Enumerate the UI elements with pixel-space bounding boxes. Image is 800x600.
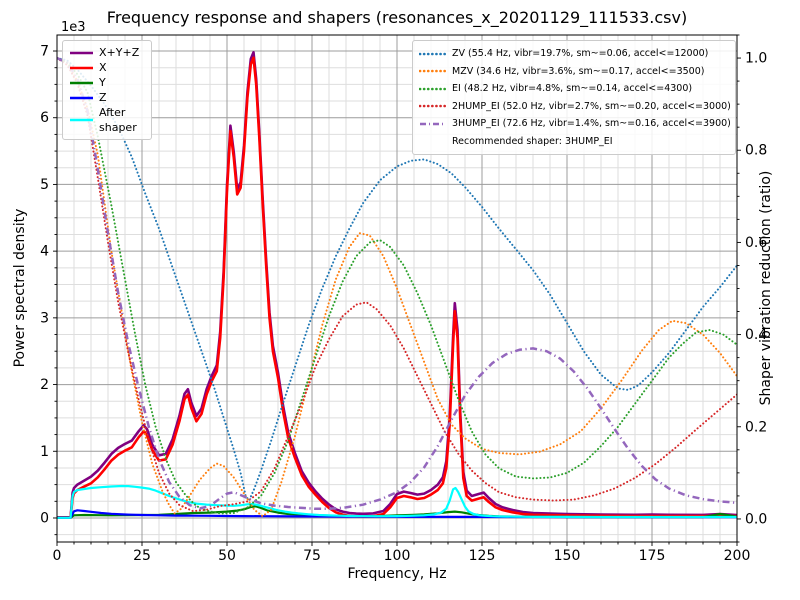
x-tick-label: 0 <box>53 548 62 564</box>
legend-swatch <box>419 87 447 91</box>
left-tick-label: 0 <box>40 510 49 526</box>
2hump-ei-curve <box>57 57 737 513</box>
x-tick-label: 200 <box>724 548 751 564</box>
legend-item-0: X+Y+Z <box>69 45 145 60</box>
legend-swatch <box>70 118 93 122</box>
right-axis-label: Shaper vibration reduction (ratio) <box>758 170 774 406</box>
left-tick-label: 7 <box>40 44 49 60</box>
left-tick-label: 6 <box>40 110 49 126</box>
right-tick-label: 0.2 <box>745 419 767 435</box>
legend-label: X <box>99 61 107 74</box>
legend-item-3: Z <box>69 90 145 105</box>
x-tick-label: 50 <box>218 548 236 564</box>
legend-swatch <box>70 51 93 54</box>
legend-label: 2HUMP_EI (52.0 Hz, vibr=2.7%, sm~=0.20, … <box>452 100 731 112</box>
left-tick-label: 1 <box>40 444 49 460</box>
legend-label: X+Y+Z <box>99 46 140 59</box>
tick-labels: 0 25 50 75 100 125 150 175 200 0 1 2 3 4 5 6 7 0.0 0.2 0.4 0… <box>40 44 767 564</box>
axis-ticks <box>53 34 741 546</box>
series-legend: X+Y+Z X Y Z After shaper <box>62 40 152 140</box>
legend-label: Y <box>99 76 106 89</box>
z-curve <box>57 509 737 519</box>
right-tick-label: 0.6 <box>745 235 767 251</box>
legend-swatch <box>70 81 93 84</box>
left-tick-label: 3 <box>40 310 49 326</box>
legend-label: After shaper <box>99 106 137 134</box>
right-tick-label: 0.4 <box>745 327 767 343</box>
legend-label: ZV (55.4 Hz, vibr=19.7%, sm~=0.06, accel… <box>452 48 709 59</box>
x-tick-label: 150 <box>554 548 581 564</box>
right-tick-label: 0.8 <box>745 143 767 159</box>
legend-swatch <box>70 66 93 69</box>
x-tick-label: 125 <box>469 548 496 564</box>
right-tick-label: 0.0 <box>745 511 767 527</box>
mzv-curve <box>57 57 737 518</box>
x-tick-label: 25 <box>133 548 151 564</box>
x-tick-label: 175 <box>639 548 666 564</box>
legend-swatch <box>419 69 447 73</box>
zv-curve <box>57 57 737 502</box>
legend-item-0: ZV (55.4 Hz, vibr=19.7%, sm~=0.06, accel… <box>419 45 729 63</box>
shaper-legend: ZV (55.4 Hz, vibr=19.7%, sm~=0.06, accel… <box>412 40 736 155</box>
x-tick-label: 75 <box>303 548 321 564</box>
legend-item-3: 2HUMP_EI (52.0 Hz, vibr=2.7%, sm~=0.20, … <box>419 98 731 116</box>
after-shaper-curve <box>57 484 737 519</box>
legend-item-2: Y <box>69 75 145 90</box>
legend-swatch <box>419 52 447 56</box>
x-axis-label: Frequency, Hz <box>347 566 447 582</box>
legend-label: Z <box>99 91 107 104</box>
legend-item-1: X <box>69 60 145 75</box>
curves <box>57 50 737 520</box>
x-tick-label: 100 <box>384 548 411 564</box>
legend-swatch <box>419 136 447 146</box>
legend-item-5: Recommended shaper: 3HUMP_EI <box>419 133 729 151</box>
left-axis-label: Power spectral density <box>12 208 28 368</box>
ei-curve <box>57 57 737 515</box>
3hump-ei-curve <box>57 56 737 511</box>
y-axis-multiplier: 1e3 <box>61 20 86 35</box>
left-tick-label: 4 <box>40 244 49 260</box>
legend-label: Recommended shaper: 3HUMP_EI <box>452 135 613 147</box>
chart-title: Frequency response and shapers (resonanc… <box>106 8 688 27</box>
legend-swatch <box>420 122 446 126</box>
legend-item-4: 3HUMP_EI (72.6 Hz, vibr=1.4%, sm~=0.16, … <box>419 115 731 133</box>
legend-swatch <box>419 104 447 108</box>
legend-swatch <box>70 96 93 99</box>
legend-label: EI (48.2 Hz, vibr=4.8%, sm~=0.14, accel<… <box>452 83 693 94</box>
legend-label: 3HUMP_EI (72.6 Hz, vibr=1.4%, sm~=0.16, … <box>452 118 731 129</box>
legend-label: MZV (34.6 Hz, vibr=3.6%, sm~=0.17, accel… <box>452 65 705 77</box>
left-tick-label: 2 <box>40 377 49 393</box>
legend-item-2: EI (48.2 Hz, vibr=4.8%, sm~=0.14, accel<… <box>419 80 729 98</box>
legend-item-4: After shaper <box>69 105 145 135</box>
left-tick-label: 5 <box>40 177 49 193</box>
right-tick-label: 1.0 <box>745 51 767 67</box>
legend-item-1: MZV (34.6 Hz, vibr=3.6%, sm~=0.17, accel… <box>419 63 729 81</box>
